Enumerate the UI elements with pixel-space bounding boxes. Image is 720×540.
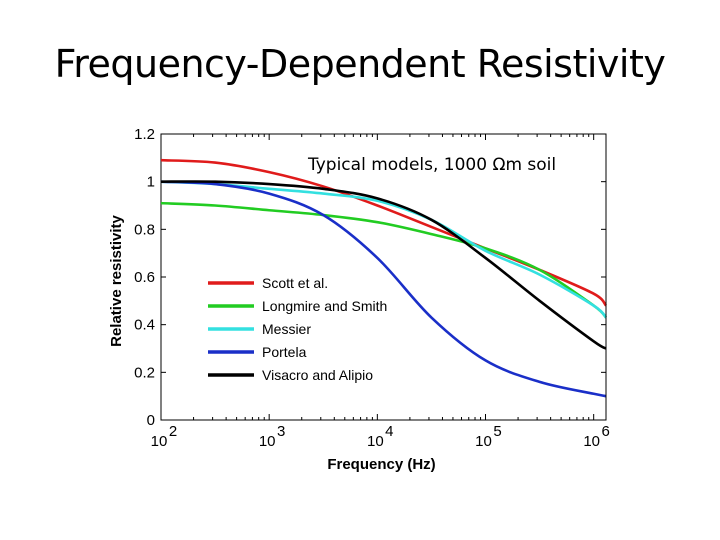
series-line-1 [160,158,608,307]
y-tick-label: 0.4 [134,317,155,334]
x-axis-label: Frequency (Hz) [327,456,435,473]
x-tick-exponent: 6 [602,423,610,440]
legend: Scott et al. Longmire and Smith Messier Por… [208,275,387,383]
series-line-2 [160,201,607,319]
x-tick-label: 10 [475,433,492,450]
series-line-3 [160,180,607,319]
y-axis-label: Relative resistivity [108,214,125,346]
y-tick-label: 0.6 [134,269,155,286]
slide-title: Frequency-Dependent Resistivity [54,42,666,86]
plot-area [160,133,607,421]
x-tick-label: 10 [151,433,168,450]
x-tick-exponent: 3 [277,423,285,440]
y-tick-label: 1.2 [134,126,155,143]
legend-label-4: Portela [262,344,307,360]
series-line-4 [160,180,607,398]
x-tick-label: 10 [259,433,276,450]
chart-annotation: Typical models, 1000 Ωm soil [307,155,556,175]
x-tick-label: 10 [367,433,384,450]
x-tick-exponent: 5 [493,423,501,440]
y-tick-label: 1 [147,174,155,191]
legend-label-2: Longmire and Smith [262,298,387,314]
right-mask [607,129,720,425]
y-tick-label: 0.2 [134,364,155,381]
x-tick-label: 10 [583,433,600,450]
plot-frame [160,133,607,421]
x-tick-exponent: 4 [385,423,393,440]
legend-label-3: Messier [262,321,311,337]
y-tick-label: 0.8 [134,221,155,238]
y-tick-label: 0 [147,412,155,429]
legend-label-1: Scott et al. [262,275,328,291]
series-line-5 [160,180,607,350]
legend-label-5: Visacro and Alipio [262,367,373,383]
x-tick-exponent: 2 [169,423,177,440]
